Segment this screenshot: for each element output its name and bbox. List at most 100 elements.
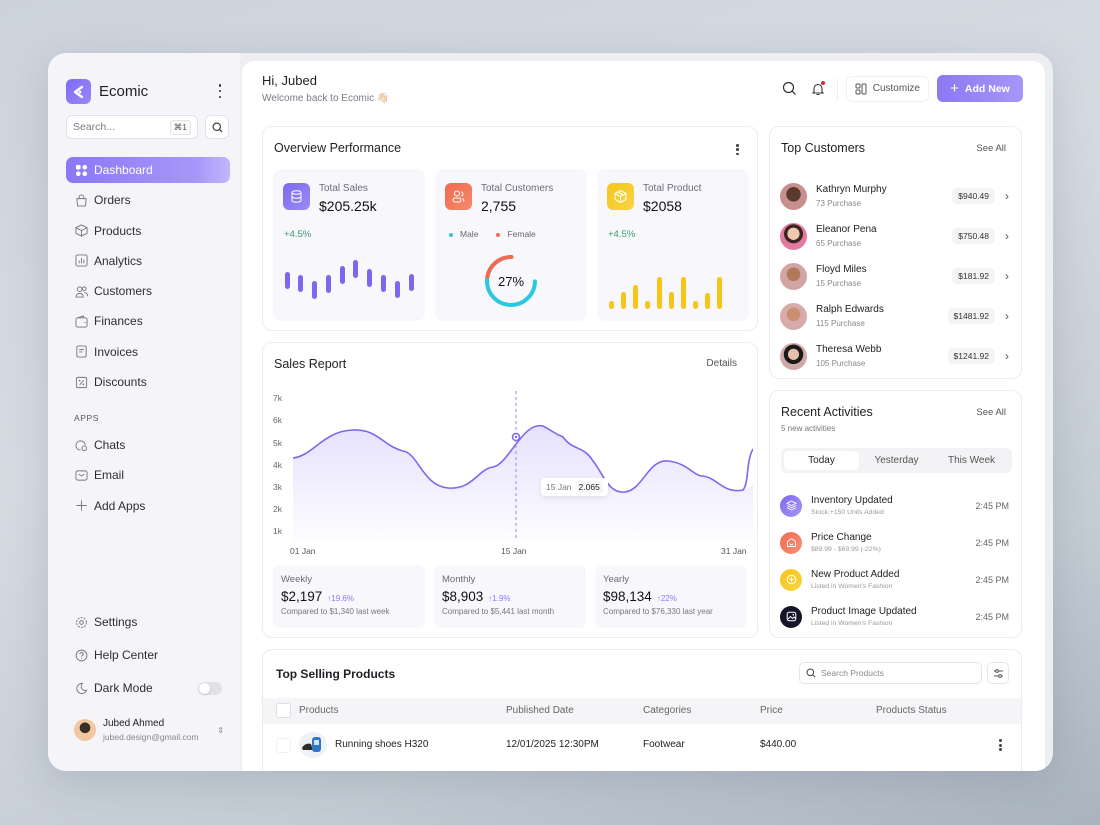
select-all-checkbox[interactable] [276, 703, 291, 718]
main-content: Hi, Jubed Welcome back to Ecomic 👋🏻 Cust… [242, 61, 1045, 771]
sidebar-item-label: Analytics [94, 253, 143, 268]
sidebar-item-customers[interactable]: Customers [66, 278, 230, 304]
gender-donut-chart [484, 255, 537, 307]
period-compare: Compared to $1,340 last week [281, 607, 390, 616]
activity-item[interactable]: New Product Added Listed in Women's Fashi… [780, 561, 1009, 598]
activity-title: Price Change [811, 532, 872, 543]
column-header[interactable]: Products [299, 705, 339, 716]
sidebar-item-help-center[interactable]: Help Center [66, 642, 230, 668]
gear-icon [76, 616, 87, 628]
customize-button[interactable]: Customize [845, 75, 929, 102]
sidebar-search-button[interactable] [205, 115, 229, 139]
sidebar-item-orders[interactable]: Orders [66, 187, 230, 213]
y-tick: 1k [273, 526, 282, 536]
recent-activities-card: Recent Activities 5 new activities See A… [769, 390, 1022, 638]
brand[interactable]: Ecomic [66, 79, 148, 104]
tab-yesterday[interactable]: Yesterday [874, 455, 919, 466]
notifications-button[interactable] [807, 78, 829, 100]
sidebar-item-chats[interactable]: Chats [66, 432, 230, 458]
box-icon [75, 224, 88, 237]
user-email: jubed.design@gmail.com [103, 732, 199, 742]
sidebar-item-add-apps[interactable]: Add Apps [66, 493, 230, 519]
activity-time: 2:45 PM [975, 574, 1009, 585]
period-label: Weekly [281, 574, 312, 585]
logo-icon [66, 79, 91, 104]
customer-amount: $940.49 [952, 188, 995, 204]
user-profile[interactable]: Jubed Ahmed jubed.design@gmail.com ⇕ [74, 718, 224, 742]
tab-this-week[interactable]: This Week [947, 455, 996, 466]
activity-tabs: Today Yesterday This Week [781, 448, 1012, 473]
period-compare: Compared to $76,330 last year [603, 607, 713, 616]
column-header[interactable]: Price [760, 705, 783, 716]
customer-row[interactable]: Theresa Webb 105 Purchase $1241.92 › [780, 336, 1009, 376]
user-name: Jubed Ahmed [103, 718, 165, 729]
sidebar-item-settings[interactable]: Settings [66, 609, 230, 635]
header-search-button[interactable] [779, 78, 801, 100]
sidebar-item-dashboard[interactable]: Dashboard [66, 157, 230, 183]
customer-amount: $181.92 [952, 268, 995, 284]
tab-today[interactable]: Today [784, 451, 859, 470]
period-change: ↑22% [656, 594, 677, 603]
overview-performance-card: Overview Performance Total Sales $205.25… [262, 126, 758, 331]
see-all-activities-button[interactable]: See All [976, 407, 1006, 418]
activity-item[interactable]: Product Image Updated Listed in Women's F… [780, 598, 1009, 635]
x-tick: 01 Jan [290, 546, 316, 556]
details-button[interactable]: Details [706, 358, 737, 369]
layout-icon [855, 83, 867, 94]
database-icon [283, 183, 310, 210]
customer-row[interactable]: Floyd Miles 15 Purchase $181.92 › [780, 256, 1009, 296]
product-search-input[interactable]: Search Products [799, 662, 982, 684]
dark-mode-toggle[interactable] [198, 681, 222, 695]
see-all-customers-button[interactable]: See All [976, 143, 1006, 154]
sidebar-item-discounts[interactable]: Discounts [66, 369, 230, 395]
column-header[interactable]: Products Status [876, 705, 947, 716]
customer-row[interactable]: Kathryn Murphy 73 Purchase $940.49 › [780, 176, 1009, 216]
column-header[interactable]: Published Date [506, 705, 574, 716]
period-amount: $98,134 [603, 589, 652, 604]
brand-name: Ecomic [99, 83, 149, 100]
sidebar-search-input[interactable]: Search... ⌘1 [66, 115, 198, 139]
search-placeholder: Search... [73, 121, 116, 133]
card-title: Sales Report [274, 357, 347, 371]
more-icon[interactable] [736, 144, 739, 155]
add-new-label: Add New [964, 82, 1010, 95]
activities-count: 5 new activities [781, 424, 836, 433]
activity-list: Inventory Updated Stock:+150 Units Added … [780, 487, 1009, 635]
customer-list: Kathryn Murphy 73 Purchase $940.49 › Elea… [780, 176, 1009, 376]
stat-value: 2,755 [481, 198, 517, 214]
customer-purchases: 73 Purchase [816, 199, 861, 208]
sidebar-item-finances[interactable]: Finances [66, 308, 230, 334]
tooltip-date: 15 Jan [546, 482, 572, 492]
activity-detail: Listed in Women's Fashion [811, 583, 893, 590]
users-icon [75, 286, 88, 298]
activity-detail: Listed in Women's Fashion [811, 620, 893, 627]
filter-button[interactable] [987, 662, 1009, 684]
add-new-button[interactable]: + Add New [937, 75, 1023, 102]
total-product-stat: Total Product $2058 +4.5% [597, 169, 749, 321]
activity-item[interactable]: Inventory Updated Stock:+150 Units Added … [780, 487, 1009, 524]
customer-row[interactable]: Ralph Edwards 115 Purchase $1481.92 › [780, 296, 1009, 336]
activity-item[interactable]: Price Change $89.99 - $69.99 (-22%) 2:45 … [780, 524, 1009, 561]
row-more-icon[interactable] [999, 739, 1002, 751]
sidebar-item-products[interactable]: Products [66, 218, 230, 244]
customer-amount: $1481.92 [947, 308, 995, 324]
customer-name: Kathryn Murphy [816, 184, 887, 195]
sliders-icon [993, 668, 1003, 678]
total-customers-stat: Total Customers 2,755 Male Female 27% [435, 169, 587, 321]
customize-label: Customize [872, 83, 920, 94]
column-header[interactable]: Categories [643, 705, 692, 716]
chart-tooltip: 15 Jan 2.065 [541, 478, 608, 496]
sidebar-more-icon[interactable] [216, 84, 224, 98]
period-change: ↑1.9% [488, 594, 511, 603]
sidebar-item-email[interactable]: Email [66, 462, 230, 488]
sidebar-item-analytics[interactable]: Analytics [66, 248, 230, 274]
activity-time: 2:45 PM [975, 500, 1009, 511]
customer-row[interactable]: Eleanor Pena 65 Purchase $750.48 › [780, 216, 1009, 256]
sidebar-item-label: Dashboard [94, 163, 153, 177]
stat-label: Total Sales [319, 183, 368, 194]
greeting-subtitle: Welcome back to Ecomic 👋🏻 [262, 93, 390, 104]
row-checkbox[interactable] [276, 738, 291, 753]
sidebar-item-invoices[interactable]: Invoices [66, 339, 230, 365]
table-row[interactable]: Running shoes H320 12/01/2025 12:30PM Fo… [263, 724, 1021, 768]
sales-area-chart: 7k 6k 5k 4k 3k 2k 1k [273, 391, 753, 561]
